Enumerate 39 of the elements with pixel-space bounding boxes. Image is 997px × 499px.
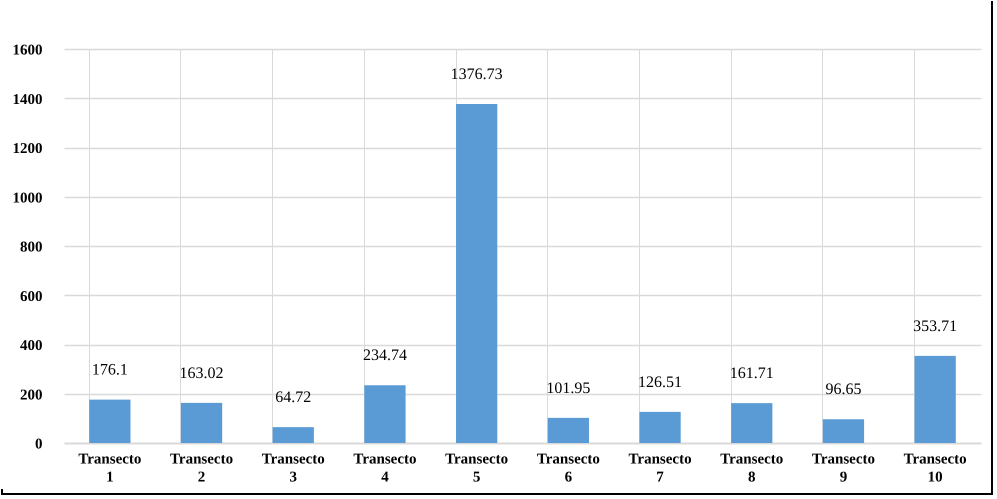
y-tick-label: 200 (20, 387, 42, 404)
x-tick-label: Transecto 6 (536, 452, 600, 486)
data-label: 234.74 (362, 347, 407, 364)
bar (364, 385, 406, 443)
data-label: 353.71 (913, 318, 958, 335)
data-label: 176.1 (92, 362, 128, 379)
x-tick-label: Transecto 3 (262, 452, 325, 486)
bar (272, 427, 314, 443)
data-label: 126.51 (638, 374, 682, 391)
x-tick-label: Transecto 5 (445, 452, 508, 486)
bar (89, 400, 130, 443)
bar (180, 402, 222, 443)
data-label: 1376.73 (450, 66, 503, 83)
bar (548, 418, 589, 443)
bar (456, 104, 498, 443)
y-tick-label: 800 (20, 240, 42, 256)
y-tick-label: 0 (35, 436, 42, 452)
bar (731, 403, 772, 443)
bar (822, 419, 864, 443)
x-tick-label: Transecto 9 (812, 452, 875, 486)
y-tick-label: 1200 (12, 141, 42, 157)
bar (914, 356, 956, 443)
x-tick-label: Transecto 8 (720, 452, 784, 486)
data-label: 101.95 (546, 380, 590, 397)
data-label: 161.71 (730, 365, 774, 382)
x-tick-label: Transecto 4 (353, 452, 416, 486)
y-tick-label: 600 (20, 288, 42, 305)
y-tick-label: 1000 (12, 190, 42, 206)
x-tick-label: Transecto 2 (170, 452, 234, 486)
data-label: 96.65 (825, 381, 862, 398)
x-tick-label: Transecto 10 (904, 452, 967, 486)
y-tick-label: 1600 (12, 42, 42, 58)
bar (639, 412, 681, 443)
x-tick-label: Transecto 7 (628, 452, 692, 486)
x-tick-label: Transecto 1 (78, 452, 142, 486)
data-label: 163.02 (180, 364, 224, 382)
y-tick-label: 1400 (12, 92, 42, 108)
data-label: 64.72 (275, 389, 312, 406)
y-tick-label: 400 (20, 338, 42, 354)
